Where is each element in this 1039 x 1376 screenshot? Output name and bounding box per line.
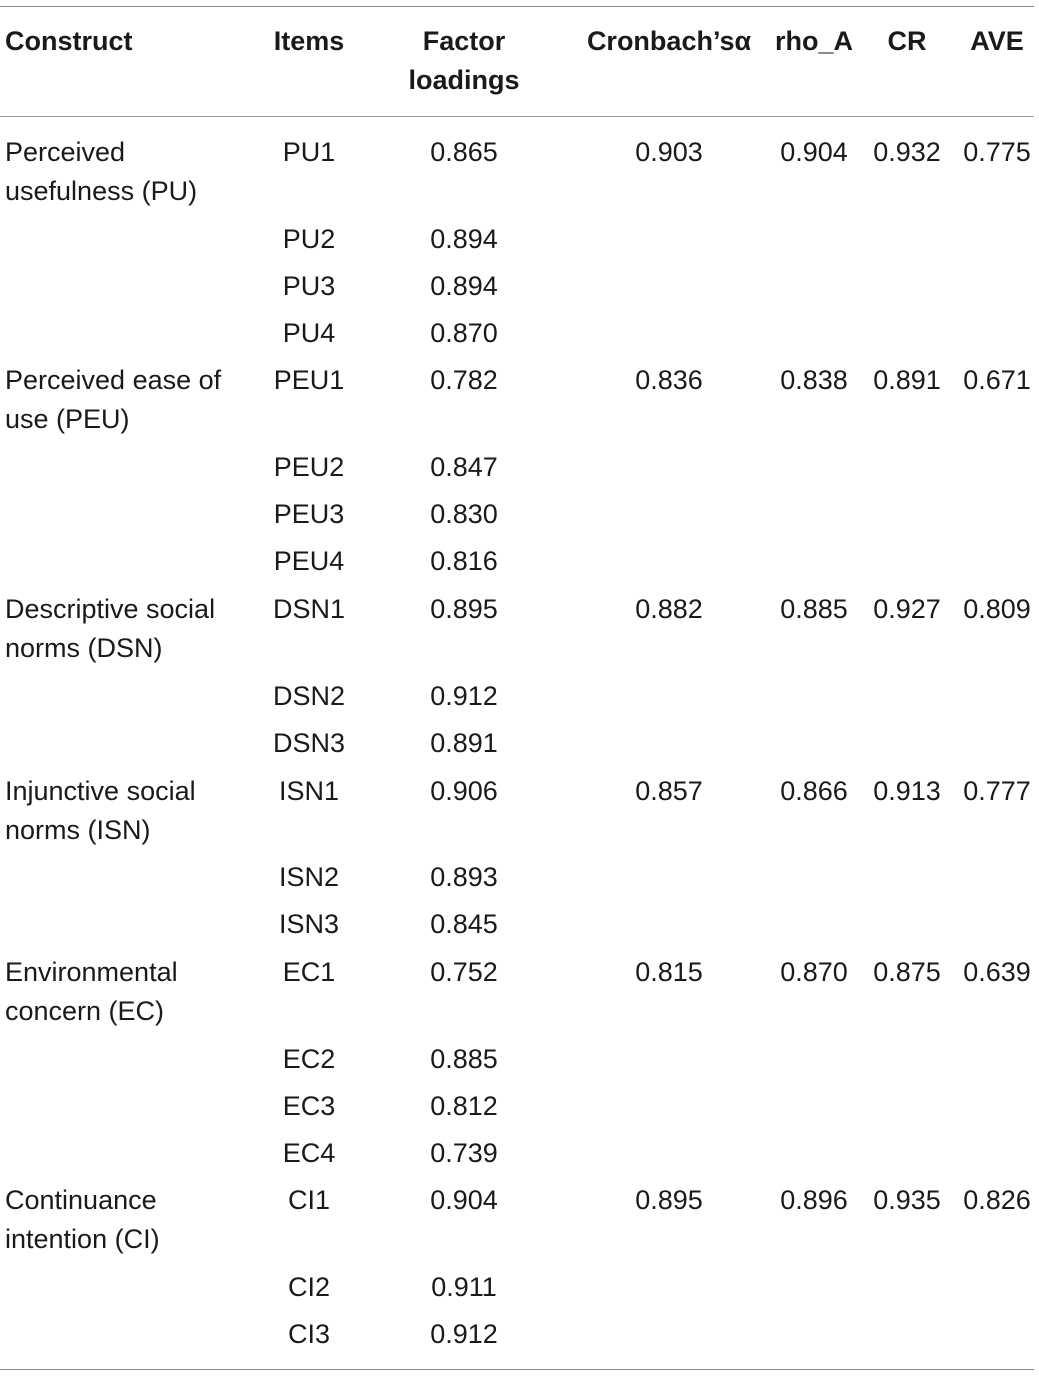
item-cell: ISN3 (278, 909, 340, 939)
ave-cell: 0.826 (963, 1185, 1031, 1215)
cr-cell: 0.927 (873, 594, 941, 624)
item-cell: EC2 (282, 1044, 336, 1074)
item-cell: PEU1 (273, 365, 345, 395)
cronbach-alpha-cell: 0.836 (635, 365, 703, 395)
item-cell: EC3 (282, 1091, 336, 1121)
table-bottom-rule (0, 1369, 1034, 1370)
item-cell: PU4 (282, 318, 336, 348)
cronbach-alpha-cell: 0.882 (635, 594, 703, 624)
item-cell: PU3 (282, 271, 336, 301)
cronbach-alpha-cell: 0.895 (635, 1185, 703, 1215)
item-cell: DSN1 (272, 594, 346, 624)
item-cell: CI3 (287, 1319, 331, 1349)
item-cell: PEU2 (273, 452, 345, 482)
header-items: Items (273, 26, 345, 56)
rho-a-cell: 0.870 (780, 957, 848, 987)
item-cell: PEU3 (273, 499, 345, 529)
factor-loading-cell: 0.891 (430, 728, 498, 758)
cr-cell: 0.875 (873, 957, 941, 987)
construct-cell: Perceived usefulness (PU) (5, 137, 198, 206)
ave-cell: 0.809 (963, 594, 1031, 624)
item-cell: CI1 (287, 1185, 331, 1215)
header-factor-loadings: Factor loadings (408, 26, 520, 95)
cr-cell: 0.935 (873, 1185, 941, 1215)
factor-loading-cell: 0.752 (430, 957, 498, 987)
header-cronbach-alpha: Cronbach’sα (586, 26, 752, 56)
ave-cell: 0.777 (963, 776, 1031, 806)
cr-cell: 0.891 (873, 365, 941, 395)
factor-loading-cell: 0.812 (430, 1091, 498, 1121)
construct-cell: Perceived ease of use (PEU) (5, 365, 222, 434)
cr-cell: 0.913 (873, 776, 941, 806)
item-cell: ISN1 (278, 776, 340, 806)
item-cell: DSN2 (272, 681, 346, 711)
item-cell: PU1 (282, 137, 336, 167)
rho-a-cell: 0.904 (780, 137, 848, 167)
factor-loading-cell: 0.782 (430, 365, 498, 395)
factor-loading-cell: 0.739 (430, 1138, 498, 1168)
factor-loading-cell: 0.885 (430, 1044, 498, 1074)
header-cr: CR (887, 26, 927, 56)
factor-loading-cell: 0.870 (430, 318, 498, 348)
item-cell: PU2 (282, 224, 336, 254)
item-cell: ISN2 (278, 862, 340, 892)
factor-loading-cell: 0.865 (430, 137, 498, 167)
rho-a-cell: 0.885 (780, 594, 848, 624)
construct-cell: Descriptive social norms (DSN) (5, 594, 216, 663)
factor-loading-cell: 0.847 (430, 452, 498, 482)
factor-loading-cell: 0.830 (430, 499, 498, 529)
rho-a-cell: 0.866 (780, 776, 848, 806)
header-construct: Construct (5, 26, 133, 56)
factor-loading-cell: 0.912 (430, 681, 498, 711)
rho-a-cell: 0.838 (780, 365, 848, 395)
factor-loading-cell: 0.893 (430, 862, 498, 892)
cr-cell: 0.932 (873, 137, 941, 167)
factor-loading-cell: 0.904 (430, 1185, 498, 1215)
table-top-rule (0, 6, 1034, 7)
item-cell: CI2 (287, 1272, 331, 1302)
cronbach-alpha-cell: 0.903 (635, 137, 703, 167)
factor-loading-cell: 0.895 (430, 594, 498, 624)
item-cell: EC4 (282, 1138, 336, 1168)
factor-loading-cell: 0.816 (430, 546, 498, 576)
header-rho-a: rho_A (774, 26, 853, 56)
cronbach-alpha-cell: 0.857 (635, 776, 703, 806)
item-cell: DSN3 (272, 728, 346, 758)
item-cell: PEU4 (273, 546, 345, 576)
factor-loading-cell: 0.912 (430, 1319, 498, 1349)
factor-loading-cell: 0.894 (430, 224, 498, 254)
ave-cell: 0.639 (963, 957, 1031, 987)
ave-cell: 0.775 (963, 137, 1031, 167)
rho-a-cell: 0.896 (780, 1185, 848, 1215)
ave-cell: 0.671 (963, 365, 1031, 395)
construct-cell: Environmental concern (EC) (5, 957, 178, 1026)
cronbach-alpha-cell: 0.815 (635, 957, 703, 987)
item-cell: EC1 (282, 957, 336, 987)
header-rule (0, 116, 1034, 117)
factor-loading-cell: 0.845 (430, 909, 498, 939)
construct-cell: Continuance intention (CI) (5, 1185, 160, 1254)
factor-loading-cell: 0.894 (430, 271, 498, 301)
factor-loading-cell: 0.906 (430, 776, 498, 806)
header-ave: AVE (970, 26, 1024, 56)
factor-loading-cell: 0.911 (431, 1272, 497, 1302)
construct-cell: Injunctive social norms (ISN) (5, 776, 196, 845)
